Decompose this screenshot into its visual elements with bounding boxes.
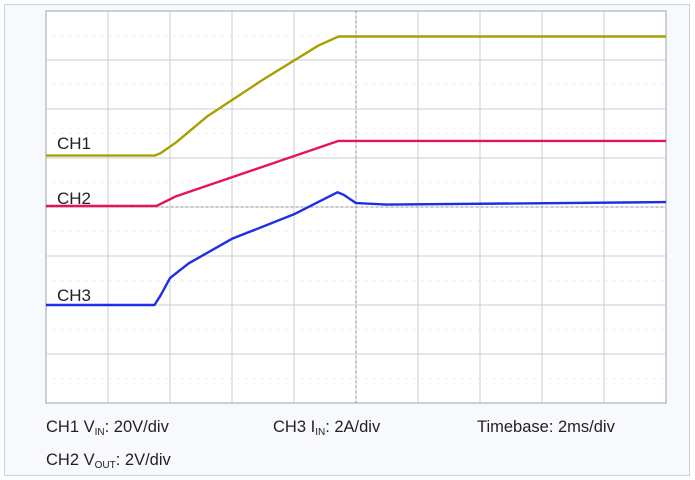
ch1-scale-caption: CH1 VIN: 20V/div xyxy=(46,418,169,438)
scope-figure: CH1 CH2 CH3 CH1 VIN: 20V/div CH3 IIN: 2A… xyxy=(4,4,690,476)
ch3-scale-suffix: : 2A/div xyxy=(325,418,381,436)
ch2-scale-sub: OUT xyxy=(94,460,116,471)
ch3-scale-caption: CH3 IIN: 2A/div xyxy=(273,418,380,438)
ch1-scale-suffix: : 20V/div xyxy=(104,418,169,436)
timebase-caption: Timebase: 2ms/div xyxy=(477,418,615,436)
ch2-label: CH2 xyxy=(57,189,92,208)
traces xyxy=(46,35,667,307)
ch1-scale-prefix: CH1 V xyxy=(46,418,95,436)
ch2-trace xyxy=(46,139,666,208)
ch1-scale-sub: IN xyxy=(94,427,105,438)
ch3-scale-sub: IN xyxy=(315,427,326,438)
ch3-label: CH3 xyxy=(57,286,92,305)
ch2-scale-caption: CH2 VOUT: 2V/div xyxy=(46,451,171,471)
ch2-scale-prefix: CH2 V xyxy=(46,451,95,469)
ch2-scale-suffix: : 2V/div xyxy=(115,451,171,469)
ch1-label: CH1 xyxy=(57,134,92,153)
ch1-trace xyxy=(46,35,666,157)
ch3-scale-prefix: CH3 I xyxy=(273,418,316,436)
ch3-trace xyxy=(46,191,667,307)
scope-plot xyxy=(45,10,667,404)
